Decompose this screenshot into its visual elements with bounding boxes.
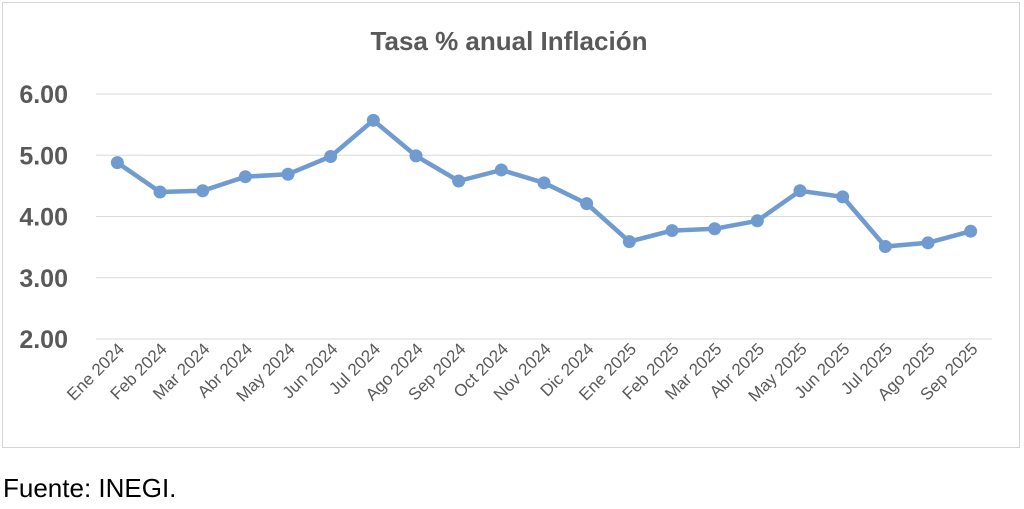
y-tick-label: 5.00 — [19, 142, 68, 170]
y-axis-tick-labels: 2.00 3.00 4.00 5.00 6.00 — [19, 81, 68, 354]
data-point — [750, 214, 764, 228]
chart-frame — [2, 2, 1020, 448]
data-point — [665, 224, 679, 238]
y-tick-label: 4.00 — [19, 204, 68, 232]
data-point — [836, 190, 850, 204]
data-point — [409, 149, 423, 163]
data-point — [110, 156, 124, 170]
data-point — [793, 184, 807, 198]
data-point — [878, 240, 892, 254]
data-point — [452, 174, 466, 188]
source-note: Fuente: INEGI. — [3, 473, 177, 503]
data-point — [622, 235, 636, 249]
data-point — [281, 167, 295, 181]
gridlines — [96, 93, 992, 340]
data-point — [921, 236, 935, 250]
y-tick-label: 2.00 — [19, 326, 68, 354]
line-chart: Tasa % anual Inflación 2.00 3.00 4.00 5.00 6… — [19, 26, 992, 406]
data-point — [964, 224, 978, 238]
chart-title: Tasa % anual Inflación — [371, 26, 648, 56]
data-points — [110, 113, 978, 254]
data-point — [494, 163, 508, 177]
data-point — [324, 149, 338, 163]
y-tick-label: 6.00 — [19, 81, 68, 109]
data-point — [708, 222, 722, 236]
y-tick-label: 3.00 — [19, 265, 68, 293]
data-point — [537, 176, 551, 190]
data-point — [366, 113, 380, 127]
data-point — [580, 197, 594, 211]
data-point — [238, 170, 252, 184]
data-point — [196, 184, 210, 198]
data-point — [153, 185, 167, 199]
